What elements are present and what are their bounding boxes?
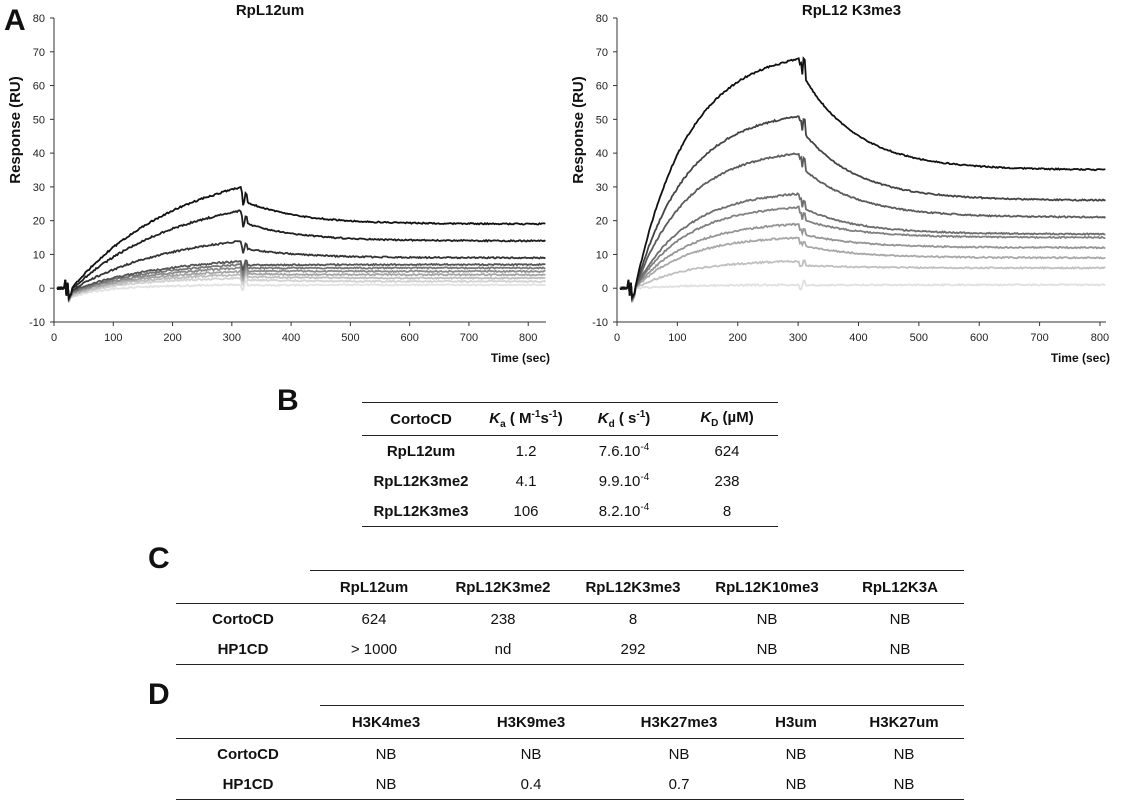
chart-title: RpL12 K3me3 bbox=[802, 2, 901, 19]
table-row: RpL12K3me2 4.1 9.9.10-4 238 bbox=[373, 472, 740, 490]
y-tick-label: 30 bbox=[596, 182, 608, 194]
y-tick-label: 60 bbox=[33, 81, 45, 93]
y-tick-label: 40 bbox=[596, 148, 608, 160]
binding-table-h3: H3K4me3 H3K9me3 H3K27me3 H3um H3K27um Co… bbox=[176, 705, 964, 800]
series-line bbox=[619, 205, 1106, 301]
y-tick-label: -10 bbox=[29, 317, 45, 329]
x-tick-label: 700 bbox=[460, 332, 478, 344]
series-line bbox=[56, 264, 546, 301]
x-axis-label: Time (sec) bbox=[1051, 351, 1110, 365]
header-kD: KD (µM) bbox=[700, 409, 754, 429]
x-tick-label: 600 bbox=[400, 332, 418, 344]
x-tick-label: 800 bbox=[1091, 332, 1109, 344]
x-tick-label: 500 bbox=[910, 332, 928, 344]
panel-letter-c: C bbox=[148, 542, 170, 575]
x-tick-label: 200 bbox=[163, 332, 181, 344]
kinetics-table: CortoCD Ka ( M-1s-1) Kd ( s-1) KD (µM) R… bbox=[362, 402, 778, 527]
x-tick-label: 0 bbox=[51, 332, 57, 344]
series-line bbox=[56, 271, 546, 302]
x-tick-label: 200 bbox=[729, 332, 747, 344]
y-tick-label: 30 bbox=[33, 182, 45, 194]
panel-letter-b: B bbox=[277, 384, 299, 417]
panel-letter-d: D bbox=[148, 678, 170, 711]
y-tick-label: 20 bbox=[596, 216, 608, 228]
series-line bbox=[619, 259, 1106, 303]
table-row: CortoCD NB NB NB NB NB bbox=[217, 745, 915, 763]
panel-letter-a: A bbox=[4, 4, 26, 37]
table-row: CortoCD 624 238 8 NB NB bbox=[212, 610, 911, 628]
y-tick-label: 60 bbox=[596, 81, 608, 93]
series-line bbox=[619, 152, 1107, 302]
y-tick-label: 70 bbox=[33, 47, 45, 59]
y-tick-label: 70 bbox=[596, 47, 608, 59]
chart-title: RpL12um bbox=[236, 2, 304, 19]
series-line bbox=[57, 279, 546, 304]
y-tick-label: 80 bbox=[33, 13, 45, 25]
x-tick-label: 600 bbox=[970, 332, 988, 344]
y-tick-label: -10 bbox=[592, 317, 608, 329]
series-line bbox=[56, 262, 546, 301]
y-tick-label: 10 bbox=[596, 249, 608, 261]
table-row: HP1CD NB 0.4 0.7 NB NB bbox=[176, 769, 964, 800]
x-tick-label: 500 bbox=[341, 332, 359, 344]
y-tick-label: 40 bbox=[33, 148, 45, 160]
table-header-row: H3K4me3 H3K9me3 H3K27me3 H3um H3K27um bbox=[176, 705, 964, 739]
header-ka: Ka ( M-1s-1) bbox=[489, 408, 563, 430]
y-tick-label: 50 bbox=[33, 114, 45, 126]
series-line bbox=[56, 267, 546, 302]
series-line bbox=[56, 259, 546, 303]
sensorgram-chart-rpl12-k3me3: RpL12 K3me3 Response (RU) -10 0 10 20 30 40 50 60… bbox=[570, 2, 1110, 365]
table-row: HP1CD > 1000 nd 292 NB NB bbox=[176, 634, 964, 665]
series-line bbox=[56, 209, 546, 302]
y-axis-label: Response (RU) bbox=[7, 76, 24, 184]
x-tick-label: 100 bbox=[668, 332, 686, 344]
x-tick-label: 400 bbox=[282, 332, 300, 344]
y-tick-label: 0 bbox=[602, 283, 608, 295]
y-tick-label: 50 bbox=[596, 114, 608, 126]
series-line bbox=[619, 56, 1106, 301]
x-tick-label: 400 bbox=[849, 332, 867, 344]
sensorgram-chart-rpl12um: RpL12um Response (RU) -10 0 10 20 30 40 50 60 70 80… bbox=[7, 2, 550, 365]
series-line bbox=[619, 115, 1106, 302]
y-tick-label: 0 bbox=[39, 283, 45, 295]
series-line bbox=[619, 279, 1106, 304]
x-tick-label: 0 bbox=[614, 332, 620, 344]
series-line bbox=[56, 240, 546, 302]
x-tick-label: 700 bbox=[1030, 332, 1048, 344]
x-tick-label: 300 bbox=[223, 332, 241, 344]
series-line bbox=[56, 273, 547, 303]
y-tick-label: 80 bbox=[596, 13, 608, 25]
binding-table-rpl12: RpL12um RpL12K3me2 RpL12K3me3 RpL12K10me… bbox=[176, 570, 964, 665]
series-line bbox=[619, 236, 1106, 302]
y-tick-label: 10 bbox=[33, 249, 45, 261]
series-line bbox=[56, 185, 546, 301]
table-row: RpL12um 1.2 7.6.10-4 624 bbox=[386, 442, 740, 460]
x-tick-label: 300 bbox=[789, 332, 807, 344]
header-cortocd: CortoCD bbox=[390, 410, 452, 428]
header-kd: Kd ( s-1) bbox=[597, 408, 651, 430]
series-line bbox=[619, 222, 1106, 302]
x-axis-label: Time (sec) bbox=[491, 351, 550, 365]
x-tick-label: 100 bbox=[104, 332, 122, 344]
table-row: RpL12K3me3 106 8.2.10-4 8 bbox=[362, 496, 778, 527]
y-tick-label: 20 bbox=[33, 216, 45, 228]
series-line bbox=[619, 192, 1106, 303]
x-tick-label: 800 bbox=[519, 332, 537, 344]
y-axis-label: Response (RU) bbox=[570, 76, 587, 184]
table-header-row: RpL12um RpL12K3me2 RpL12K3me3 RpL12K10me… bbox=[176, 570, 964, 604]
